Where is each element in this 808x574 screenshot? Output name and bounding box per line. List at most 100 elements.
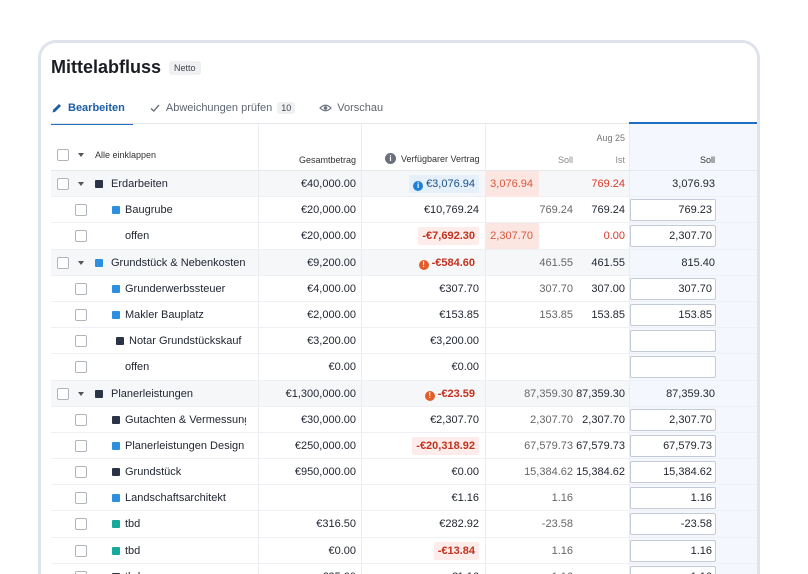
- row-available-value: -€23.59: [437, 387, 475, 400]
- collapse-caret-icon[interactable]: [78, 182, 84, 186]
- row-total: €2,000.00: [307, 308, 356, 321]
- row-checkbox[interactable]: [57, 256, 69, 269]
- row-ist: 461.55: [591, 256, 625, 269]
- row-ist: [573, 511, 625, 537]
- table-row[interactable]: Planerleistungen Design & Ko €250,000.00 -…: [51, 432, 757, 460]
- soll-input[interactable]: 769.23: [630, 199, 716, 222]
- row-name: offen: [125, 361, 150, 374]
- collapse-all-caret-icon[interactable]: [78, 153, 84, 157]
- collapse-all-label[interactable]: Alle einklappen: [95, 150, 157, 160]
- group-row[interactable]: Planerleistungen €1,300,000.00! -€23.59 87,…: [51, 380, 757, 407]
- table-row[interactable]: Makler Bauplatz €2,000.00 €153.85 153.85 153…: [51, 301, 757, 329]
- row-checkbox[interactable]: [75, 544, 87, 557]
- table-row[interactable]: Grundstück €950,000.00 €0.00 15,384.62 15,38…: [51, 459, 757, 486]
- row-ist: 67,579.73: [576, 439, 625, 452]
- group-row[interactable]: Grundstück & Nebenkosten €9,200.00! -€584.…: [51, 249, 757, 276]
- group-row[interactable]: Erdarbeiten €40,000.00 i €3,076.94 3,076.94 7…: [51, 171, 757, 198]
- table-row[interactable]: Baugrube €20,000.00 €10,769.24 769.24 769.24…: [51, 197, 757, 224]
- active-column-bg: [629, 249, 757, 275]
- tab-vorschau[interactable]: Vorschau: [319, 95, 383, 121]
- soll-input[interactable]: 2,307.70: [630, 408, 716, 431]
- row-checkbox[interactable]: [75, 570, 87, 574]
- tab-bar: Bearbeiten Abweichungen prüfen 10 Vorsch…: [51, 95, 407, 125]
- row-available: €0.00: [451, 361, 479, 374]
- row-checkbox[interactable]: [75, 492, 87, 505]
- soll-input[interactable]: 15,384.62: [630, 461, 716, 484]
- row-soll: 87,359.30: [524, 387, 573, 400]
- collapse-caret-icon[interactable]: [78, 260, 84, 265]
- row-total: [261, 485, 356, 511]
- tab-bearbeiten[interactable]: Bearbeiten: [51, 95, 133, 125]
- row-name: Notar Grundstückskauf: [129, 335, 242, 348]
- soll-input[interactable]: -23.58: [630, 513, 716, 536]
- row-name: tbd: [125, 544, 141, 557]
- column-header-ist: Ist: [615, 155, 625, 165]
- tab-abweichungen[interactable]: Abweichungen prüfen 10: [149, 95, 296, 121]
- column-header-soll: Soll: [557, 155, 573, 165]
- row-available-value: €3,076.94: [426, 178, 475, 190]
- table-row[interactable]: Landschaftsarchitekt €1.16 1.16 1.16: [51, 485, 757, 512]
- row-checkbox[interactable]: [75, 413, 87, 426]
- row-checkbox[interactable]: [75, 335, 87, 348]
- soll-input[interactable]: [630, 330, 716, 353]
- row-available: ! -€584.60: [381, 250, 479, 276]
- soll-input[interactable]: 1.16: [630, 565, 716, 574]
- row-soll: 1.16: [551, 544, 573, 557]
- row-available: -€20,318.92: [381, 433, 479, 459]
- row-available: €1.16: [451, 492, 479, 505]
- soll-input[interactable]: [630, 356, 716, 379]
- row-name: Baugrube: [125, 204, 173, 217]
- row-available: €153.85: [439, 308, 479, 321]
- soll-input[interactable]: 153.85: [630, 303, 716, 326]
- collapse-caret-icon[interactable]: [78, 391, 84, 396]
- row-name: Landschaftsarchitekt: [125, 492, 226, 505]
- row-available: i €3,076.94: [381, 171, 479, 197]
- netto-badge: Netto: [169, 60, 201, 75]
- row-ist: 87,359.30: [576, 387, 625, 400]
- row-name: tbd: [125, 564, 246, 574]
- table-row[interactable]: Gutachten & Vermessungsar €30,000.00 €2,30…: [51, 406, 757, 433]
- row-checkbox[interactable]: [57, 178, 69, 190]
- row-soll-next: 815.40: [681, 256, 715, 269]
- table-row[interactable]: tbd €0.00 -€13.84 1.16 1.16: [51, 537, 757, 564]
- row-checkbox[interactable]: [75, 204, 87, 217]
- row-available-value: -€7,692.30: [422, 230, 475, 243]
- tab-label: Abweichungen prüfen: [165, 102, 273, 114]
- soll-input[interactable]: 1.16: [630, 539, 716, 562]
- soll-input[interactable]: 1.16: [630, 487, 716, 510]
- row-checkbox[interactable]: [75, 230, 87, 243]
- soll-input[interactable]: 2,307.70: [630, 225, 716, 248]
- soll-input[interactable]: 307.70: [630, 277, 716, 300]
- select-all-checkbox[interactable]: [57, 149, 69, 161]
- table-row[interactable]: offen €20,000.00 -€7,692.30 2,307.70 0.00 2,3…: [51, 223, 757, 250]
- row-checkbox[interactable]: [75, 308, 87, 321]
- category-color-square: [112, 415, 120, 424]
- row-checkbox[interactable]: [75, 466, 87, 479]
- table-row[interactable]: tbd €35.00 €1.16 1.16 1.16: [51, 563, 757, 574]
- row-name: Grundstück: [125, 466, 182, 479]
- row-soll: 769.24: [539, 204, 573, 217]
- soll-input[interactable]: 67,579.73: [630, 434, 716, 457]
- row-checkbox[interactable]: [75, 361, 87, 374]
- table-row[interactable]: Notar Grundstückskauf €3,200.00 €3,200.00: [51, 328, 757, 355]
- pencil-icon: [52, 104, 61, 113]
- row-total: €4,000.00: [307, 282, 356, 295]
- table-row[interactable]: Grunderwerbssteuer €4,000.00 €307.70 307.70…: [51, 275, 757, 302]
- row-total: €250,000.00: [294, 439, 356, 452]
- category-color-square: [112, 310, 120, 319]
- column-header-month: Aug 25: [596, 133, 625, 143]
- row-ist: [573, 328, 625, 354]
- category-color-square: [112, 206, 120, 215]
- column-header-total: Gesamtbetrag: [298, 155, 356, 165]
- row-ist: 307.00: [591, 282, 625, 295]
- table-row[interactable]: tbd €316.50 €282.92 -23.58 -23.58: [51, 511, 757, 538]
- row-available: -€7,692.30: [381, 223, 479, 249]
- row-total: €3,200.00: [307, 335, 356, 348]
- info-icon[interactable]: i: [385, 153, 396, 164]
- column-header-available-label: Verfügbarer Vertrag: [401, 153, 480, 164]
- row-checkbox[interactable]: [57, 387, 69, 400]
- row-checkbox[interactable]: [75, 439, 87, 452]
- row-checkbox[interactable]: [75, 518, 87, 531]
- table-row[interactable]: offen €0.00 €0.00: [51, 354, 757, 381]
- row-checkbox[interactable]: [75, 282, 87, 295]
